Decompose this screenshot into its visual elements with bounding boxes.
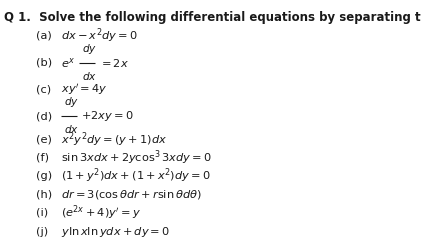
Text: $= 2x$: $= 2x$ — [99, 57, 129, 69]
Text: $dy$: $dy$ — [82, 42, 97, 56]
Text: $e^x$: $e^x$ — [61, 56, 75, 70]
Text: (c): (c) — [36, 84, 51, 94]
Text: $+ 2xy = 0$: $+ 2xy = 0$ — [81, 109, 134, 123]
Text: $(e^{2x} + 4)y' = y$: $(e^{2x} + 4)y' = y$ — [61, 203, 141, 222]
Text: $dx$: $dx$ — [82, 70, 97, 82]
Text: (b): (b) — [36, 58, 52, 68]
Text: (f): (f) — [36, 153, 49, 163]
Text: $dx$: $dx$ — [64, 123, 80, 135]
Text: $x^2y^2dy = (y + 1)dx$: $x^2y^2dy = (y + 1)dx$ — [61, 130, 167, 149]
Text: (j): (j) — [36, 227, 48, 237]
Text: $y\ln x\ln y dx + dy = 0$: $y\ln x\ln y dx + dy = 0$ — [61, 225, 170, 239]
Text: $dy$: $dy$ — [64, 95, 80, 109]
Text: $dr = 3(\cos\theta dr + r\sin\theta d\theta)$: $dr = 3(\cos\theta dr + r\sin\theta d\th… — [61, 188, 202, 201]
Text: (i): (i) — [36, 208, 48, 217]
Text: $(1 + y^2)dx + (1 + x^2)dy = 0$: $(1 + y^2)dx + (1 + x^2)dy = 0$ — [61, 167, 210, 185]
Text: (e): (e) — [36, 135, 52, 145]
Text: $xy' = 4y$: $xy' = 4y$ — [61, 82, 108, 96]
Text: (a): (a) — [36, 31, 51, 41]
Text: (d): (d) — [36, 111, 52, 121]
Text: $\sin 3xdx + 2y\cos^3 3xdy = 0$: $\sin 3xdx + 2y\cos^3 3xdy = 0$ — [61, 149, 212, 167]
Text: $dx - x^2dy = 0$: $dx - x^2dy = 0$ — [61, 26, 138, 45]
Text: (h): (h) — [36, 189, 52, 199]
Text: Q 1.  Solve the following differential equations by separating the variables:: Q 1. Solve the following differential eq… — [4, 11, 421, 24]
Text: (g): (g) — [36, 171, 52, 181]
